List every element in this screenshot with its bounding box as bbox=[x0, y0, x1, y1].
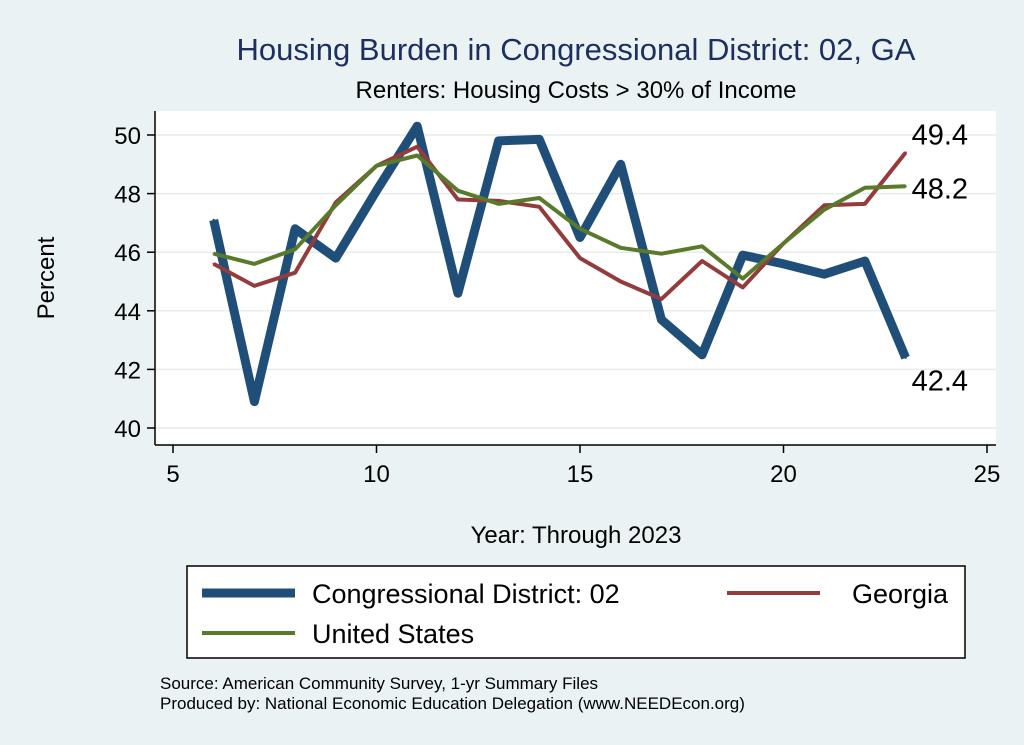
data-point-united-states bbox=[212, 252, 215, 255]
source-note: Source: American Community Survey, 1-yr … bbox=[160, 674, 598, 693]
data-point-georgia bbox=[497, 199, 500, 203]
legend: Congressional District: 02 Georgia United … bbox=[186, 565, 966, 659]
data-point-district bbox=[212, 218, 215, 222]
data-point-georgia bbox=[741, 286, 744, 289]
data-point-district bbox=[823, 273, 826, 276]
data-point-united-states bbox=[904, 185, 907, 188]
data-point-united-states bbox=[823, 208, 826, 211]
data-point-georgia bbox=[456, 198, 460, 201]
producer-note: Produced by: National Economic Education… bbox=[160, 694, 745, 713]
x-axis-label: Year: Through 2023 bbox=[471, 522, 682, 549]
y-axis-label: Percent bbox=[33, 236, 60, 319]
axes: 40 42 44 46 48 50 5 10 15 20 25 bbox=[114, 111, 1000, 488]
data-point-district bbox=[293, 227, 297, 230]
data-point-united-states bbox=[619, 246, 622, 249]
data-point-georgia bbox=[293, 271, 297, 274]
data-point-district bbox=[334, 256, 337, 260]
data-point-district bbox=[619, 163, 622, 166]
data-point-united-states bbox=[456, 189, 460, 192]
data-point-georgia bbox=[416, 145, 419, 148]
data-point-georgia bbox=[863, 202, 867, 206]
data-point-district bbox=[416, 125, 419, 128]
data-point-district bbox=[253, 400, 256, 403]
legend-label-district: Congressional District: 02 bbox=[312, 579, 620, 609]
data-point-district bbox=[782, 262, 785, 266]
data-point-district bbox=[863, 259, 867, 263]
data-point-georgia bbox=[253, 284, 256, 288]
data-point-united-states bbox=[497, 202, 500, 206]
data-point-united-states bbox=[538, 196, 541, 200]
data-point-district bbox=[538, 138, 541, 141]
end-labels: 42.4 49.4 48.2 bbox=[912, 120, 968, 398]
data-point-district bbox=[497, 139, 500, 143]
y-tick-label: 40 bbox=[114, 416, 141, 443]
x-tick-label: 5 bbox=[166, 461, 179, 488]
data-point-united-states bbox=[375, 164, 378, 167]
x-tick-label: 25 bbox=[974, 461, 1001, 488]
data-point-district bbox=[375, 189, 378, 192]
grid-lines bbox=[155, 134, 996, 429]
end-label-district: 42.4 bbox=[912, 366, 968, 398]
data-point-georgia bbox=[660, 297, 663, 301]
series-lines bbox=[209, 121, 910, 407]
data-point-united-states bbox=[700, 245, 704, 248]
data-point-georgia bbox=[904, 151, 907, 154]
y-tick-label: 50 bbox=[114, 123, 141, 150]
data-point-united-states bbox=[741, 277, 744, 280]
series-line-district bbox=[209, 121, 910, 407]
data-point-district bbox=[660, 318, 663, 321]
data-point-georgia bbox=[578, 256, 582, 260]
data-point-united-states bbox=[253, 262, 256, 266]
legend-box bbox=[186, 565, 966, 659]
data-point-georgia bbox=[212, 262, 215, 266]
y-tick-label: 44 bbox=[114, 299, 141, 326]
chart-subtitle: Renters: Housing Costs > 30% of Income bbox=[356, 77, 797, 104]
data-point-district bbox=[904, 356, 907, 359]
data-point-united-states bbox=[660, 252, 663, 255]
x-tick-label: 20 bbox=[770, 461, 797, 488]
data-point-georgia bbox=[823, 204, 826, 207]
series-line-united-states bbox=[213, 153, 906, 281]
data-point-united-states bbox=[293, 248, 297, 251]
x-tick-label: 10 bbox=[363, 461, 390, 488]
data-point-united-states bbox=[863, 186, 867, 189]
chart-title: Housing Burden in Congressional District… bbox=[237, 32, 916, 67]
end-label-united-states: 48.2 bbox=[912, 173, 968, 205]
plot-area bbox=[155, 111, 996, 445]
data-point-georgia bbox=[538, 205, 541, 208]
data-point-united-states bbox=[334, 204, 337, 207]
y-tick-label: 42 bbox=[114, 357, 141, 384]
data-point-united-states bbox=[782, 242, 785, 245]
data-point-district bbox=[578, 236, 582, 239]
data-point-district bbox=[456, 292, 460, 295]
data-point-united-states bbox=[416, 154, 419, 157]
data-point-georgia bbox=[700, 259, 704, 263]
x-tick-label: 15 bbox=[567, 461, 594, 488]
legend-label-united-states: United States bbox=[312, 619, 474, 649]
data-point-united-states bbox=[578, 227, 582, 230]
legend-label-georgia: Georgia bbox=[852, 579, 949, 609]
y-tick-label: 48 bbox=[114, 182, 141, 209]
y-tick-label: 46 bbox=[114, 240, 141, 267]
end-label-georgia: 49.4 bbox=[912, 120, 968, 152]
data-point-district bbox=[700, 353, 704, 356]
data-point-georgia bbox=[619, 280, 622, 283]
data-point-district bbox=[741, 253, 744, 257]
